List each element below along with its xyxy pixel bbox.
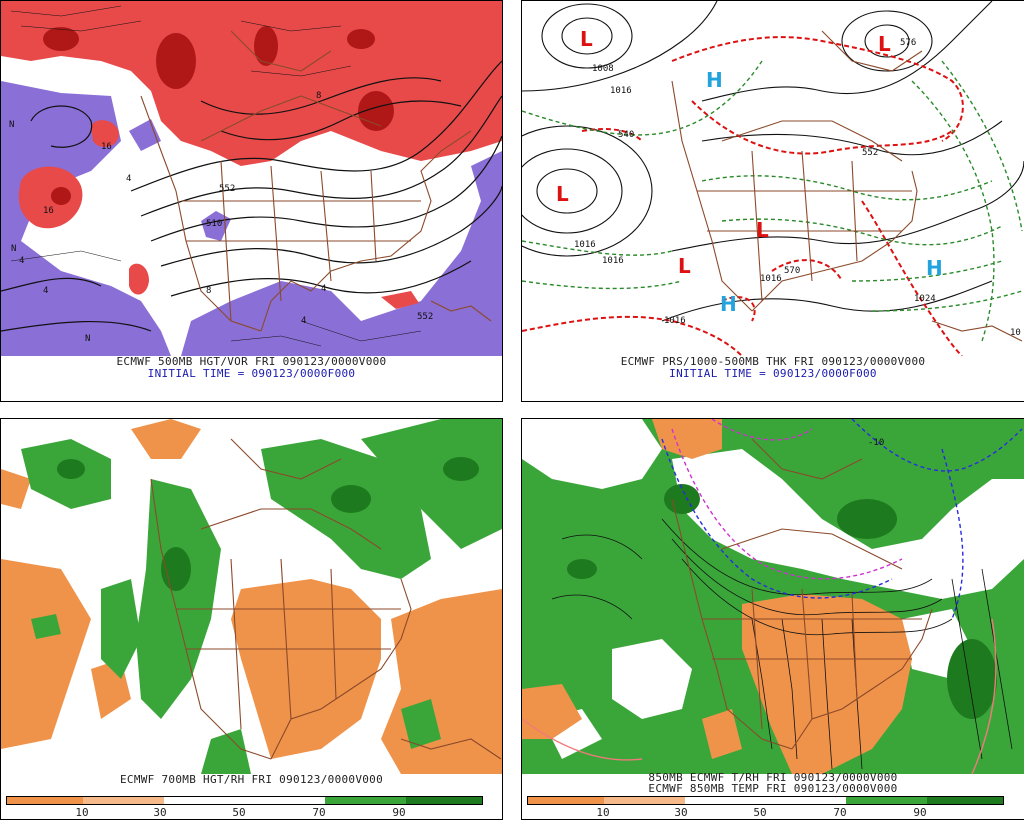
panel-caption: ECMWF 500MB HGT/VOR FRI 090123/0000V000 (116, 355, 387, 368)
contour-label: 4 (19, 256, 24, 266)
high-pressure-center: H (706, 68, 723, 92)
colorbar-tick-label: 10 (75, 806, 89, 819)
contour-label: N (9, 120, 14, 130)
map-pressure-thickness: L L L L L H H H 1008 1016 1016 1016 1016… (522, 1, 1024, 356)
colorbar-tick-label: 30 (153, 806, 167, 819)
panel-caption: ECMWF 700MB HGT/RH FRI 090123/0000V000 (119, 773, 384, 786)
panel-caption: ECMWF PRS/1000-500MB THK FRI 090123/0000… (620, 355, 926, 368)
contour-label: 4 (43, 286, 48, 296)
contour-label: 16 (43, 206, 54, 216)
colorbar-tick-label: 90 (913, 806, 927, 819)
map-850mb-temp-rh: -10 (522, 419, 1024, 774)
contour-label: 552 (417, 312, 433, 322)
isobar-label: 10 (1010, 328, 1021, 338)
panel-pressure-thickness: L L L L L H H H 1008 1016 1016 1016 1016… (521, 0, 1024, 402)
contour-label: N (11, 244, 16, 254)
panel-caption: 850MB ECMWF T/RH FRI 090123/0000V000 (648, 771, 898, 784)
colorbar-tick-label: 90 (392, 806, 406, 819)
panel-caption-secondary: ECMWF 850MB TEMP FRI 090123/0000V000 (648, 782, 898, 795)
colorbar-tick-label: 10 (596, 806, 610, 819)
isotherm-label: -10 (868, 438, 884, 448)
high-pressure-center: H (720, 292, 737, 316)
low-pressure-center: L (878, 32, 891, 56)
low-pressure-center: L (580, 27, 593, 51)
contour-label: 4 (126, 174, 131, 184)
contour-label: 510 (206, 219, 222, 229)
isobar-label: 1016 (574, 240, 596, 250)
contour-label: 552 (219, 184, 235, 194)
contour-label: 4 (301, 316, 306, 326)
contour-label: 4 (321, 284, 326, 294)
panel-850mb-t-rh: -10 850MB ECMWF T/RH FRI 090123/0000V000… (521, 418, 1024, 820)
panel-500mb-hgt-vor: 16 16 4 4 4 8 8 4 4 552 510 552 N N N EC… (0, 0, 503, 402)
low-pressure-center: L (756, 218, 769, 242)
low-pressure-center: L (556, 182, 569, 206)
rh-colorbar (6, 796, 483, 805)
rh-colorbar (527, 796, 1004, 805)
low-pressure-center: L (678, 254, 691, 278)
isobar-label: 1016 (664, 316, 686, 326)
panel-initial-time: INITIAL TIME = 090123/0000F000 (147, 367, 356, 380)
thickness-label: 540 (618, 130, 634, 140)
contour-label: 8 (206, 286, 211, 296)
map-700mb-relative-humidity (1, 419, 502, 774)
thickness-label: 570 (784, 266, 800, 276)
isobar-label: 1024 (914, 294, 936, 304)
high-pressure-center: H (926, 256, 943, 280)
isobar-label: 1016 (610, 86, 632, 96)
map-500mb-vorticity: 16 16 4 4 4 8 8 4 4 552 510 552 N N N (1, 1, 502, 356)
colorbar-tick-label: 70 (833, 806, 847, 819)
panel-initial-time: INITIAL TIME = 090123/0000F000 (669, 367, 877, 380)
contour-label: 16 (101, 142, 112, 152)
thickness-label: 576 (900, 38, 916, 48)
isobar-label: 1008 (592, 64, 614, 74)
contour-label: 8 (316, 91, 321, 101)
contour-label: N (85, 334, 90, 344)
isobar-label: 1016 (760, 274, 782, 284)
panel-700mb-hgt-rh: ECMWF 700MB HGT/RH FRI 090123/0000V000 1… (0, 418, 503, 820)
colorbar-tick-label: 30 (674, 806, 688, 819)
colorbar-tick-label: 70 (312, 806, 326, 819)
colorbar-tick-label: 50 (753, 806, 767, 819)
thickness-label: 552 (862, 148, 878, 158)
isobar-label: 1016 (602, 256, 624, 266)
colorbar-tick-label: 50 (232, 806, 246, 819)
